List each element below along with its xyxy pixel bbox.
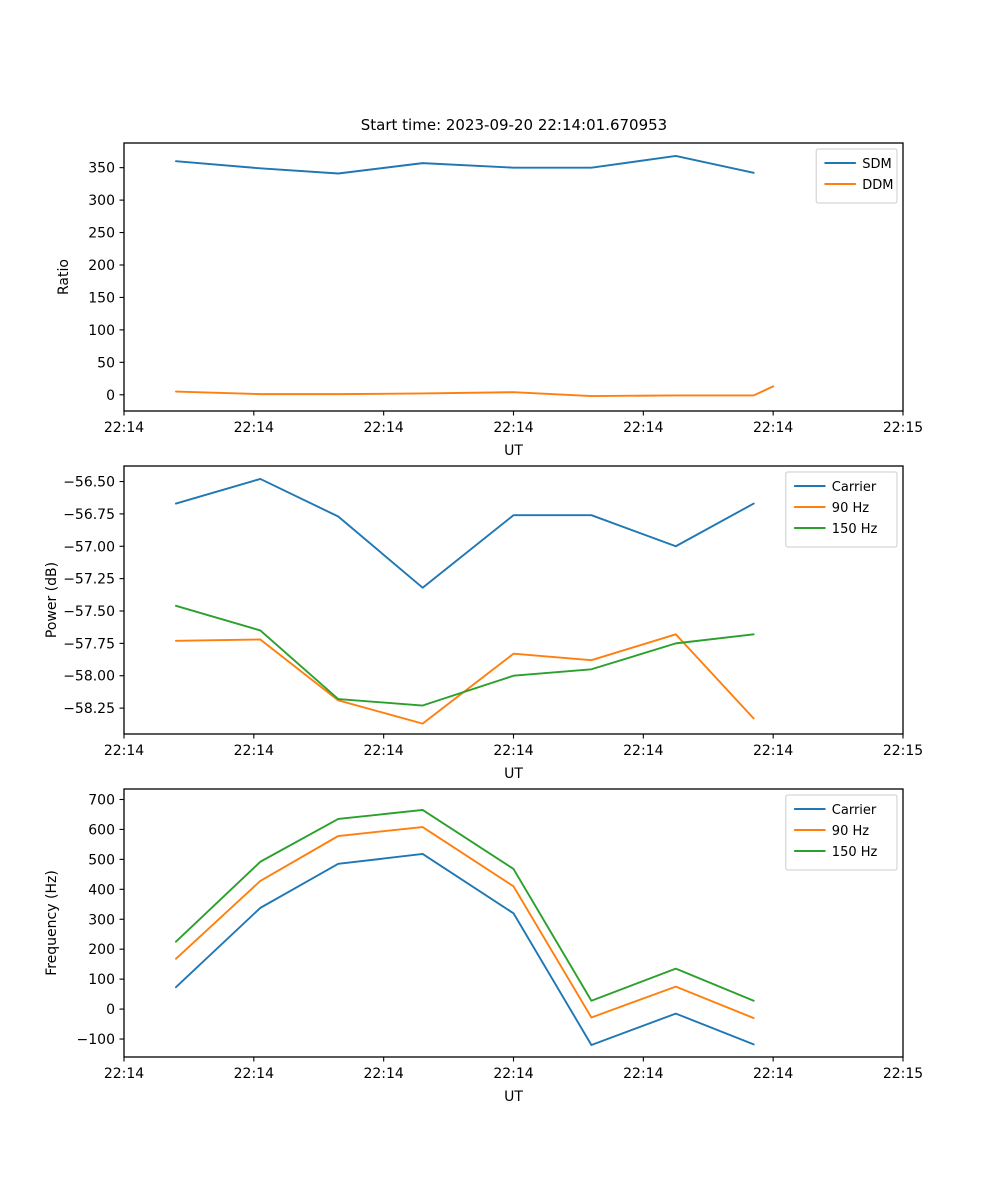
y-tick-label: −56.50 <box>63 475 115 491</box>
x-tick-label: 22:14 <box>234 1066 274 1082</box>
x-tick-label: 22:14 <box>363 420 403 436</box>
y-tick-label: 300 <box>88 912 115 928</box>
panel-ratio: 22:14 22:14 22:14 22:14 22:14 22:14 22:15 0 50 10… <box>56 142 923 459</box>
x-axis-label-ratio: UT <box>504 443 523 459</box>
y-tick-label: 250 <box>88 226 115 242</box>
y-axis-label-power: Power (dB) <box>44 562 60 638</box>
figure-title: Start time: 2023-09-20 22:14:01.670953 <box>361 116 667 134</box>
x-tick-label: 22:14 <box>234 743 274 759</box>
y-tick-label: −58.00 <box>63 669 115 685</box>
legend-label-sdm: SDM <box>862 157 891 172</box>
x-tick-label: 22:14 <box>234 420 274 436</box>
x-tick-label: 22:14 <box>493 1066 533 1082</box>
legend-label-150-hz: 150 Hz <box>832 845 878 860</box>
legend-label-carrier: Carrier <box>832 480 877 495</box>
legend-label-90-hz: 90 Hz <box>832 501 869 516</box>
y-tick-label: 300 <box>88 193 115 209</box>
series-line-150-hz <box>174 604 755 707</box>
y-tick-label: 50 <box>97 355 115 371</box>
y-tick-label: −57.50 <box>63 604 115 620</box>
y-tick-label: 100 <box>88 323 115 339</box>
x-tick-label: 22:15 <box>883 420 923 436</box>
series-line-sdm <box>174 155 755 175</box>
legend-label-90-hz: 90 Hz <box>832 824 869 839</box>
series-line-150-hz <box>174 809 755 1002</box>
y-tick-label: 150 <box>88 290 115 306</box>
panel-frequency: 22:14 22:14 22:14 22:14 22:14 22:14 22:15 −100 0… <box>44 788 923 1105</box>
y-tick-label: 400 <box>88 882 115 898</box>
x-tick-label: 22:14 <box>363 743 403 759</box>
y-tick-label: −57.75 <box>63 636 115 652</box>
y-tick-label: 0 <box>106 1002 115 1018</box>
y-tick-label: 600 <box>88 822 115 838</box>
y-tick-label: −100 <box>77 1032 115 1048</box>
y-tick-label: −57.00 <box>63 539 115 555</box>
legend-label-carrier: Carrier <box>832 803 877 818</box>
x-tick-label: 22:14 <box>104 743 144 759</box>
x-tick-label: 22:14 <box>623 1066 663 1082</box>
y-tick-label: 700 <box>88 792 115 808</box>
y-tick-label: 500 <box>88 852 115 868</box>
panel-power: 22:14 22:14 22:14 22:14 22:14 22:14 22:15 −56.5… <box>44 465 923 782</box>
y-axis-label-ratio: Ratio <box>56 259 72 295</box>
x-tick-label: 22:14 <box>104 420 144 436</box>
y-tick-label: 100 <box>88 972 115 988</box>
x-axis-label-power: UT <box>504 766 523 782</box>
x-tick-label: 22:14 <box>753 743 793 759</box>
x-tick-label: 22:14 <box>493 420 533 436</box>
series-line-90-hz <box>174 633 755 725</box>
y-tick-label: −58.25 <box>63 701 115 717</box>
legend-label-ddm: DDM <box>862 178 893 193</box>
x-axis-label-frequency: UT <box>504 1089 523 1105</box>
x-tick-label: 22:14 <box>104 1066 144 1082</box>
x-tick-label: 22:14 <box>753 1066 793 1082</box>
x-tick-label: 22:14 <box>753 420 793 436</box>
x-tick-label: 22:15 <box>883 1066 923 1082</box>
x-tick-label: 22:14 <box>363 1066 403 1082</box>
series-line-90-hz <box>174 826 755 1020</box>
y-tick-label: 200 <box>88 258 115 274</box>
y-tick-label: 350 <box>88 161 115 177</box>
y-tick-label: 200 <box>88 942 115 958</box>
y-axis-label-frequency: Frequency (Hz) <box>44 870 60 976</box>
x-tick-label: 22:14 <box>623 743 663 759</box>
series-line-carrier <box>174 478 755 589</box>
x-tick-label: 22:15 <box>883 743 923 759</box>
y-tick-label: 0 <box>106 388 115 404</box>
y-tick-label: −57.25 <box>63 572 115 588</box>
x-tick-label: 22:14 <box>623 420 663 436</box>
legend-label-150-hz: 150 Hz <box>832 522 878 537</box>
x-tick-label: 22:14 <box>493 743 533 759</box>
y-tick-label: −56.75 <box>63 507 115 523</box>
series-line-ddm <box>174 385 775 398</box>
series-line-carrier <box>174 853 755 1046</box>
